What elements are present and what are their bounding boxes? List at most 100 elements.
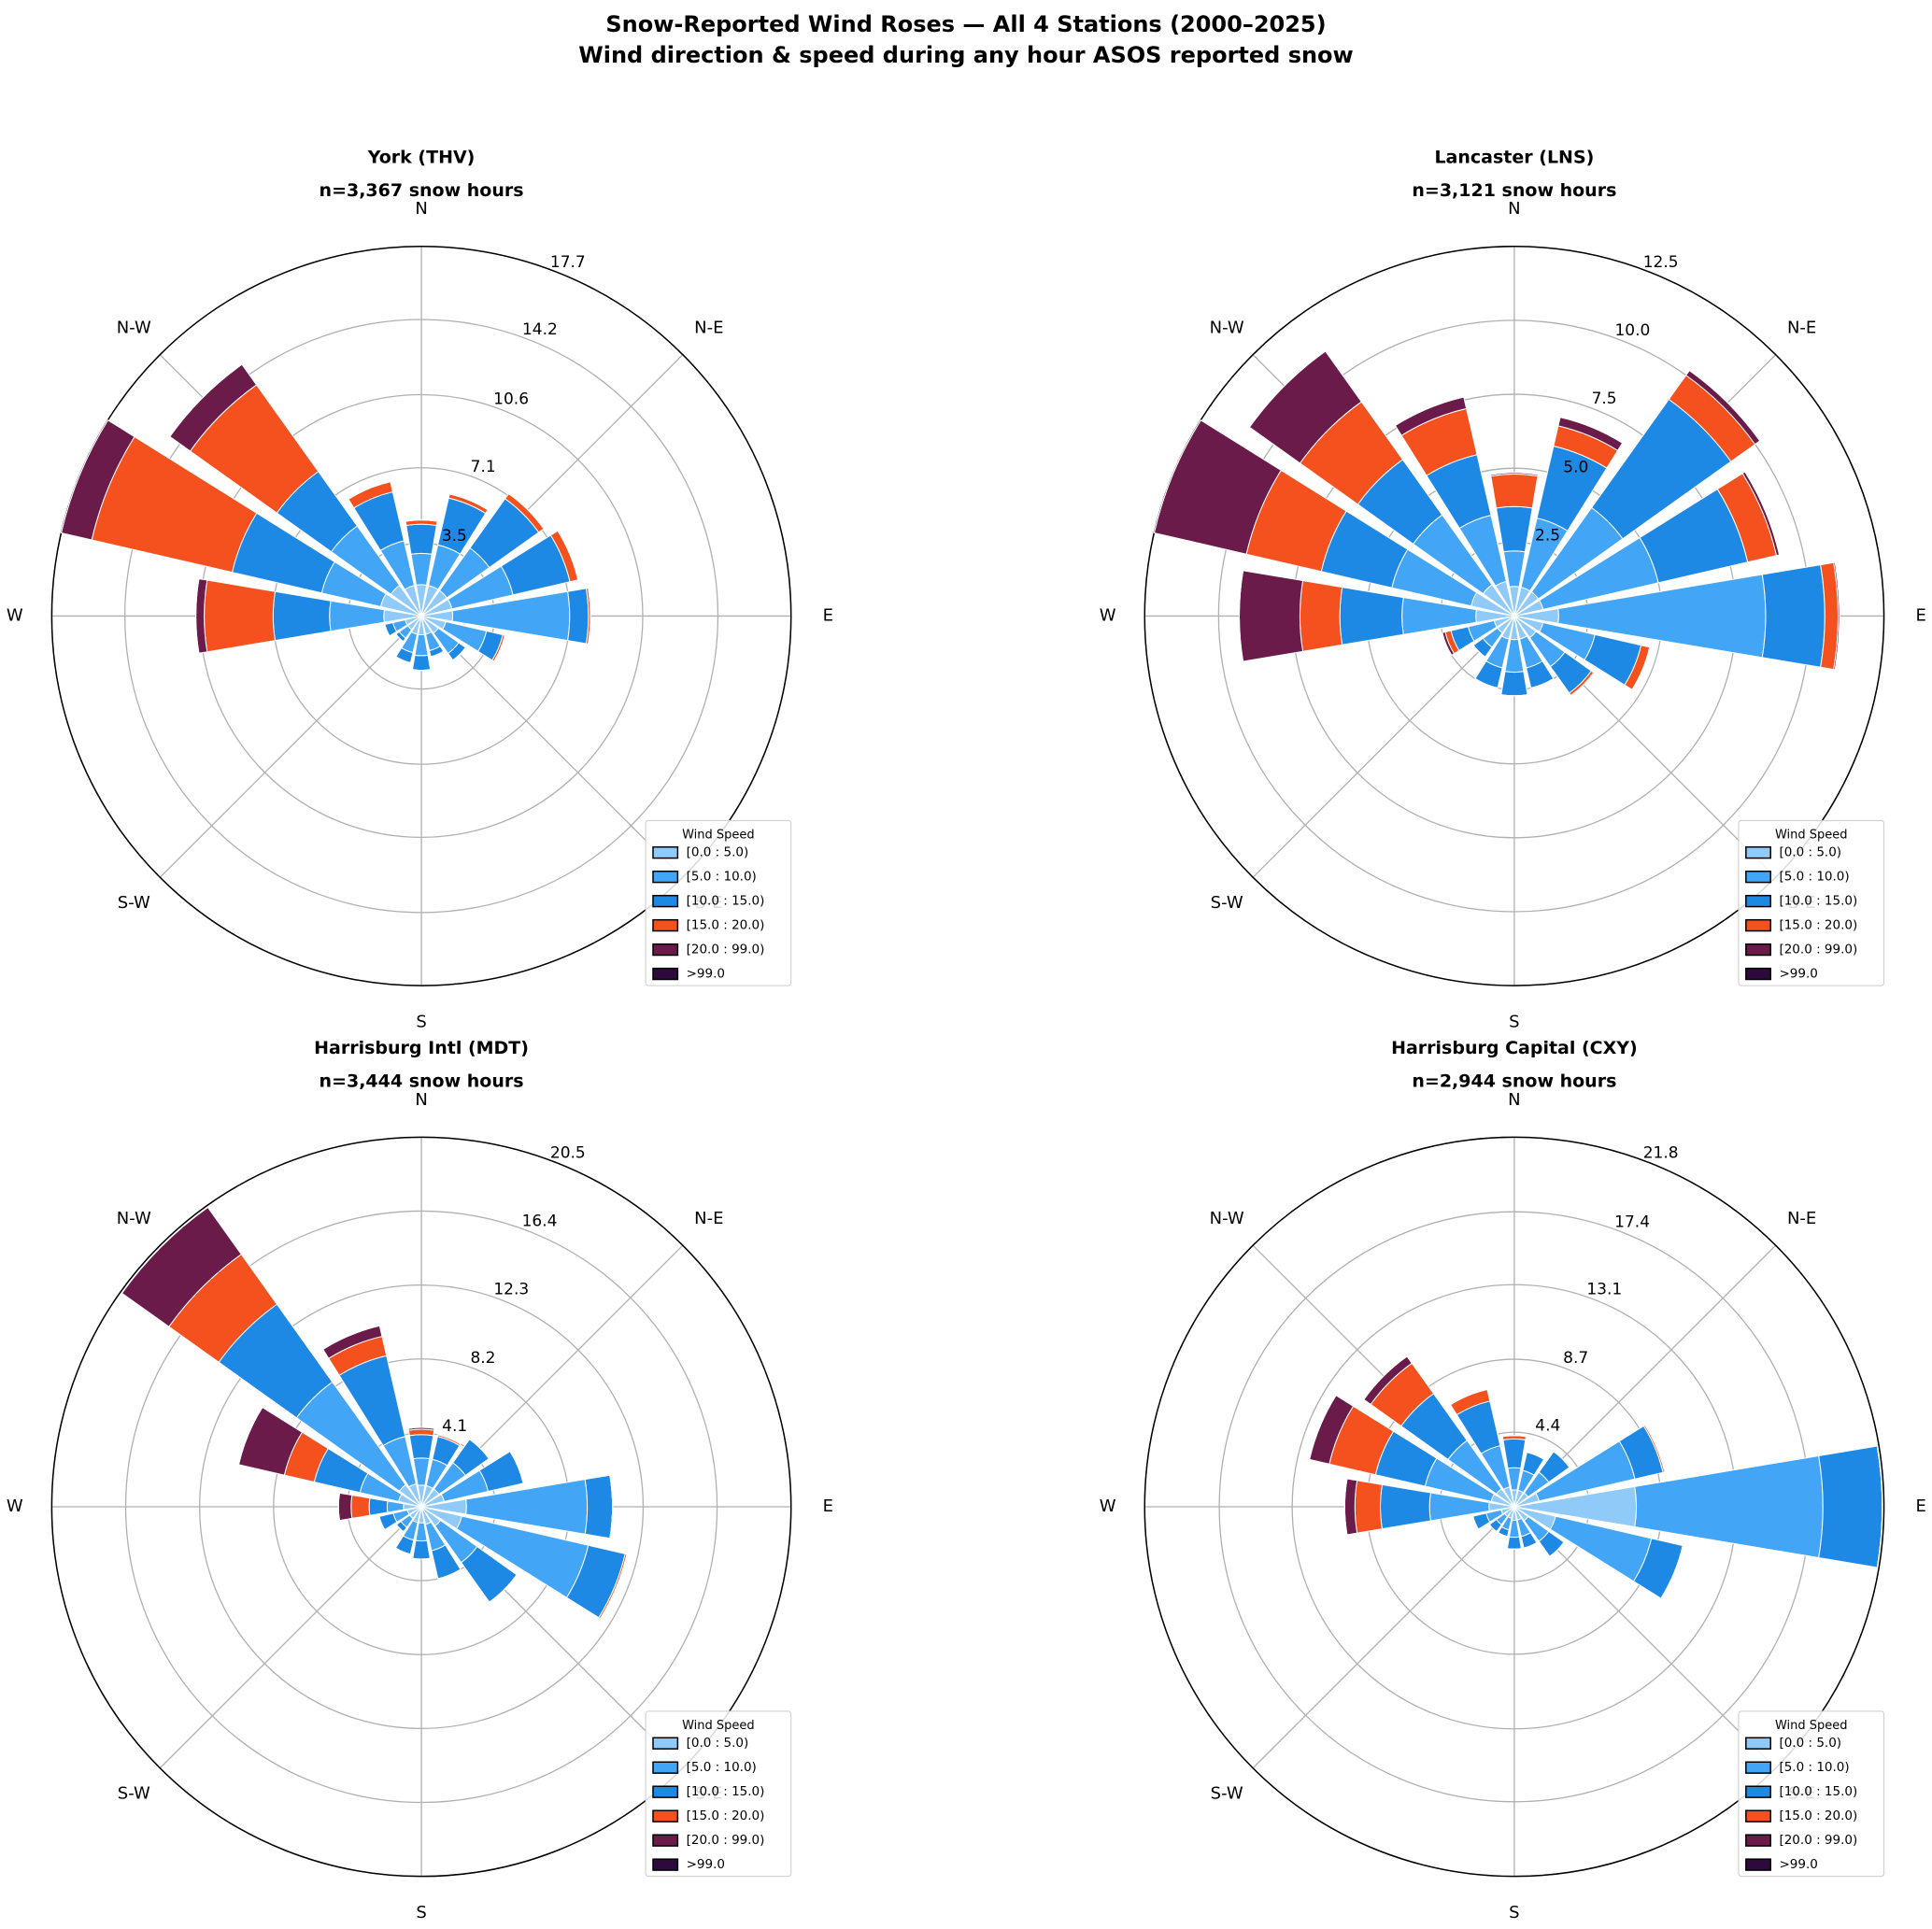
wind-bar xyxy=(1339,587,1404,645)
legend-label: [5.0 : 10.0) xyxy=(1779,1760,1849,1775)
wind-bar xyxy=(378,1516,386,1530)
legend-swatch xyxy=(652,1761,679,1774)
legend-swatch xyxy=(1745,1858,1771,1871)
radial-tick-label: 2.5 xyxy=(1535,526,1560,545)
legend-swatch xyxy=(1745,845,1771,859)
polar-frame xyxy=(50,246,792,986)
wind-bar xyxy=(1474,678,1499,689)
legend-swatch xyxy=(652,1809,679,1823)
wind-bar xyxy=(1239,570,1244,662)
subplot-subtitle: n=3,121 snow hours xyxy=(1412,180,1616,201)
legend-label: [15.0 : 20.0) xyxy=(1779,1808,1857,1823)
legend-label: [10.0 : 15.0) xyxy=(687,1784,765,1799)
wind-bar xyxy=(1644,1425,1666,1472)
direction-label: W xyxy=(1100,605,1116,625)
wind-bar xyxy=(407,1426,435,1429)
wind-bar xyxy=(493,634,505,662)
direction-label: N-W xyxy=(117,319,151,338)
radial-tick-label: 14.2 xyxy=(522,320,558,339)
wind-bar xyxy=(1299,579,1343,652)
legend-label: [10.0 : 15.0) xyxy=(1779,894,1857,909)
legend-label: [15.0 : 20.0) xyxy=(1779,918,1857,933)
legend-swatch xyxy=(652,870,679,884)
wind-bar xyxy=(237,1407,263,1465)
direction-label: S-W xyxy=(118,893,150,913)
legend-title: Wind Speed xyxy=(1775,1719,1848,1733)
wind-bar xyxy=(1380,1483,1431,1530)
grid-spoke xyxy=(420,615,684,878)
direction-label: E xyxy=(823,605,833,625)
radial-tick-label: 13.1 xyxy=(1586,1280,1622,1298)
radial-tick-label: 7.1 xyxy=(471,458,496,476)
wind-bar xyxy=(588,588,591,645)
subplot-subtitle: n=2,944 snow hours xyxy=(1412,1071,1616,1091)
wind-bar xyxy=(1502,1435,1527,1438)
direction-label: E xyxy=(823,1496,833,1516)
wind-bar xyxy=(1442,632,1453,656)
subplot-subtitle: n=3,444 snow hours xyxy=(320,1071,524,1091)
wind-bar xyxy=(322,1325,380,1350)
wind-bar xyxy=(469,1439,490,1459)
wind-bar xyxy=(489,1574,518,1603)
direction-label: S xyxy=(1509,1903,1519,1922)
polar-frame xyxy=(50,1136,792,1878)
legend-swatch xyxy=(652,918,679,932)
radial-tick-label: 8.2 xyxy=(470,1349,495,1368)
radial-tick-label: 7.5 xyxy=(1592,390,1617,408)
radial-tick-label: 8.7 xyxy=(1563,1349,1588,1368)
wind-bar xyxy=(1472,1512,1491,1530)
legend-label: [10.0 : 15.0) xyxy=(687,894,765,909)
direction-label: S-W xyxy=(118,1784,150,1804)
radial-tick-label: 16.4 xyxy=(522,1213,558,1231)
radial-tick-label: 10.0 xyxy=(1614,321,1650,340)
wind-bar xyxy=(1570,672,1595,696)
wind-bar xyxy=(410,552,433,586)
legend-label: [15.0 : 20.0) xyxy=(687,918,765,933)
wind-bar xyxy=(1553,1451,1570,1468)
legend-title: Wind Speed xyxy=(682,829,755,843)
wind-bar xyxy=(508,493,545,530)
wind-bar xyxy=(584,1474,614,1539)
direction-label: N xyxy=(1508,199,1520,219)
grid-spoke xyxy=(1252,615,1515,878)
direction-label: W xyxy=(7,1496,23,1516)
legend-swatch xyxy=(1745,1834,1771,1847)
legend-swatch xyxy=(652,1785,679,1798)
subplot-title: York (THV) xyxy=(367,147,476,167)
wind-bar xyxy=(1450,1388,1488,1406)
grid-spoke xyxy=(1252,1506,1515,1769)
wind-bar xyxy=(1490,474,1539,509)
direction-label: N-W xyxy=(1210,319,1244,338)
direction-label: W xyxy=(1100,1496,1116,1516)
legend-label: [20.0 : 99.0) xyxy=(687,943,765,957)
wind-bar xyxy=(412,1539,431,1560)
legend-label: >99.0 xyxy=(687,967,725,982)
wind-bar xyxy=(1343,1478,1358,1536)
legend-swatch xyxy=(1745,943,1771,957)
legend-label: >99.0 xyxy=(1779,967,1817,982)
wind-bar xyxy=(350,1494,371,1519)
wind-bar xyxy=(1660,1545,1683,1599)
direction-label: N-E xyxy=(1787,319,1816,338)
legend-label: >99.0 xyxy=(1779,1857,1817,1872)
direction-label: N-E xyxy=(694,1209,723,1228)
figure-title: Snow-Reported Wind Roses — All 4 Station… xyxy=(605,11,1326,37)
legend-title: Wind Speed xyxy=(1775,829,1848,843)
legend-swatch xyxy=(1745,1785,1771,1798)
legend-swatch xyxy=(652,1737,679,1750)
wind-bar xyxy=(1523,1542,1538,1549)
grid-spoke xyxy=(159,615,422,878)
legend-swatch xyxy=(1745,894,1771,908)
wind-bar xyxy=(386,1500,405,1513)
wind-bar xyxy=(1876,1445,1883,1568)
subplot-title: Harrisburg Intl (MDT) xyxy=(314,1038,529,1058)
legend-swatch xyxy=(652,943,679,957)
wind-bar xyxy=(1354,1480,1384,1534)
legend-label: >99.0 xyxy=(687,1857,725,1872)
radial-tick-label: 4.1 xyxy=(442,1417,467,1436)
legend-label: [5.0 : 10.0) xyxy=(687,870,757,885)
wind-bar xyxy=(1239,570,1304,662)
wind-bar xyxy=(1500,694,1528,697)
radial-tick-label: 4.4 xyxy=(1535,1416,1560,1435)
